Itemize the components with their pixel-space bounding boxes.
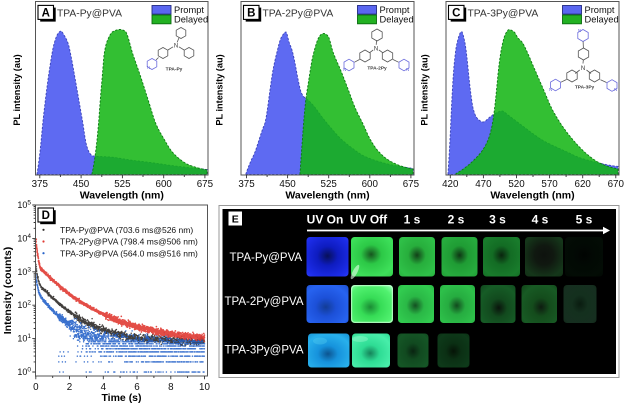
svg-text:UV On: UV On: [307, 213, 344, 227]
svg-text:101: 101: [17, 333, 31, 344]
svg-text:TPA-Py@PVA (703.6 ms@526 nm): TPA-Py@PVA (703.6 ms@526 nm): [60, 225, 193, 235]
svg-text:102: 102: [17, 300, 31, 311]
svg-text:Delayed: Delayed: [585, 15, 619, 25]
svg-text:525: 525: [114, 179, 131, 190]
svg-text:N: N: [343, 67, 346, 72]
svg-text:3 s: 3 s: [489, 213, 506, 227]
svg-text:A: A: [42, 7, 50, 19]
svg-text:420: 420: [442, 179, 459, 190]
svg-text:Prompt: Prompt: [585, 5, 615, 15]
svg-text:4: 4: [101, 382, 107, 393]
svg-text:8: 8: [168, 382, 174, 393]
svg-text:PL intensity (au): PL intensity (au): [215, 54, 225, 125]
svg-text:E: E: [232, 214, 239, 226]
svg-text:600: 600: [362, 179, 379, 190]
svg-text:TPA-2Py@PVA: TPA-2Py@PVA: [225, 296, 304, 308]
svg-text:2 s: 2 s: [448, 213, 465, 227]
svg-text:6: 6: [134, 382, 140, 393]
svg-text:TPA-Py@PVA: TPA-Py@PVA: [57, 9, 122, 20]
svg-text:D: D: [42, 210, 50, 222]
svg-text:105: 105: [17, 200, 31, 211]
svg-text:TPA-2Py@PVA (798.4 ms@506 nm): TPA-2Py@PVA (798.4 ms@506 nm): [60, 237, 198, 247]
svg-text:Time (s): Time (s): [101, 392, 141, 404]
svg-text:Prompt: Prompt: [174, 5, 204, 15]
svg-text:4 s: 4 s: [532, 213, 549, 227]
svg-text:10: 10: [199, 382, 210, 393]
svg-text:PL intensity (au): PL intensity (au): [420, 54, 430, 125]
svg-text:2: 2: [67, 382, 72, 393]
svg-text:TPA-3Py: TPA-3Py: [575, 85, 595, 91]
svg-text:570: 570: [541, 179, 558, 190]
svg-text:450: 450: [279, 179, 296, 190]
svg-text:375: 375: [32, 179, 49, 190]
svg-text:TPA-3Py@PVA: TPA-3Py@PVA: [468, 9, 539, 20]
svg-text:1 s: 1 s: [404, 213, 421, 227]
svg-text:TPA-2Py@PVA: TPA-2Py@PVA: [263, 9, 334, 20]
svg-text:N: N: [549, 87, 552, 92]
svg-text:Intensity (counts): Intensity (counts): [2, 247, 14, 335]
svg-text:520: 520: [508, 179, 525, 190]
svg-text:675: 675: [403, 179, 420, 190]
svg-text:Prompt: Prompt: [380, 5, 410, 15]
svg-text:450: 450: [73, 179, 90, 190]
svg-text:N: N: [406, 67, 409, 72]
svg-text:N: N: [374, 47, 378, 53]
svg-text:675: 675: [197, 179, 214, 190]
svg-text:103: 103: [17, 266, 31, 277]
svg-text:670: 670: [608, 179, 625, 190]
svg-text:N: N: [614, 87, 617, 92]
svg-text:N: N: [174, 44, 178, 50]
svg-text:Delayed: Delayed: [174, 15, 208, 25]
svg-text:N: N: [147, 65, 150, 70]
svg-text:Wavelength (nm): Wavelength (nm): [490, 189, 574, 201]
svg-text:N: N: [578, 28, 581, 33]
svg-text:TPA-3Py@PVA (564.0 ms@516 nm): TPA-3Py@PVA (564.0 ms@516 nm): [60, 248, 198, 258]
svg-text:TPA-3Py@PVA: TPA-3Py@PVA: [225, 345, 304, 357]
svg-text:C: C: [452, 7, 460, 19]
svg-text:Wavelength (nm): Wavelength (nm): [80, 189, 164, 201]
svg-text:B: B: [247, 7, 255, 19]
svg-text:600: 600: [156, 179, 173, 190]
svg-text:Wavelength (nm): Wavelength (nm): [285, 189, 369, 201]
svg-text:375: 375: [238, 179, 255, 190]
svg-text:TPA-2Py: TPA-2Py: [367, 66, 387, 72]
svg-text:PL intensity (au): PL intensity (au): [12, 54, 22, 125]
svg-text:620: 620: [575, 179, 592, 190]
svg-text:5 s: 5 s: [576, 213, 593, 227]
svg-text:TPA-Py: TPA-Py: [166, 67, 183, 73]
svg-text:104: 104: [17, 233, 31, 244]
svg-text:0: 0: [33, 382, 39, 393]
svg-text:470: 470: [475, 179, 492, 190]
svg-text:UV Off: UV Off: [350, 213, 388, 227]
svg-text:525: 525: [321, 179, 338, 190]
svg-text:100: 100: [17, 367, 31, 378]
svg-text:Delayed: Delayed: [380, 15, 414, 25]
svg-text:TPA-Py@PVA: TPA-Py@PVA: [230, 252, 303, 264]
svg-text:N: N: [581, 66, 585, 72]
